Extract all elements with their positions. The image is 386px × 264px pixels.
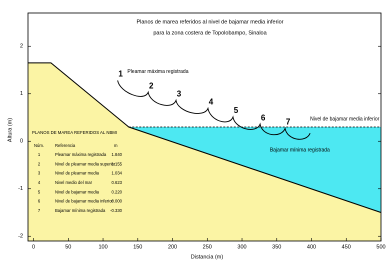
table-cell: Nivel de bajamar media inferior [55, 199, 114, 204]
arc-number: 6 [261, 113, 266, 122]
y-tick-label: 1 [20, 91, 23, 97]
arc-number: 7 [286, 118, 291, 127]
table-cell: Pleamar máxima registrada [55, 152, 107, 157]
table-header: Referencia [55, 143, 76, 148]
table-cell: Nivel medio del mar [55, 180, 93, 185]
table-title: PLANOS DE MAREA REFERIDOS AL NBMI [32, 130, 117, 135]
table-cell: 1.155 [112, 161, 123, 166]
y-tick-label: -1 [18, 186, 23, 192]
x-axis-label: Distancia (m) [191, 254, 224, 260]
x-tick-label: 400 [307, 244, 316, 250]
y-axis-label: Altura (m) [7, 118, 13, 142]
x-tick-label: 50 [65, 244, 71, 250]
table-cell: Bajamar mínima registrada [55, 208, 106, 213]
annotation: Pleamar máxima registrada [127, 69, 188, 75]
table-cell: 0.220 [112, 189, 123, 194]
arc-number: 1 [118, 70, 123, 79]
x-tick-label: 150 [133, 244, 142, 250]
table-cell: Nivel de pleamar media superior [55, 161, 116, 166]
x-tick-label: 500 [376, 244, 385, 250]
x-tick-label: 350 [272, 244, 281, 250]
arc-number: 5 [234, 106, 239, 115]
x-tick-label: 100 [98, 244, 107, 250]
y-tick-label: 0 [20, 139, 23, 145]
table-header: m [114, 143, 118, 148]
x-tick-label: 200 [168, 244, 177, 250]
chart-subtitle: para la zona costera de Topolobampo, Sin… [153, 30, 267, 36]
y-tick-label: -2 [18, 234, 23, 240]
x-tick-label: 450 [342, 244, 351, 250]
table-cell: 0.623 [112, 180, 123, 185]
annotation: Bajamar mínima registrada [270, 148, 330, 154]
chart-title: Planos de marea referidos al nivel de ba… [136, 19, 283, 25]
x-tick-label: 0 [32, 244, 35, 250]
table-cell: Nivel de bajamar media [55, 189, 100, 194]
table-cell: 1.840 [112, 152, 123, 157]
x-tick-label: 300 [237, 244, 246, 250]
table-header: Núm. [34, 143, 44, 148]
table-cell: 0.000 [112, 199, 123, 204]
table-cell: Nivel de pleamar media [55, 171, 100, 176]
chart: Planos de marea referidos al nivel de ba… [0, 0, 386, 264]
y-tick-label: 2 [20, 44, 23, 50]
annotation: Nivel de bajamar media inferior [310, 117, 380, 123]
arc-number: 3 [177, 90, 182, 99]
table-cell: -0.330 [110, 208, 123, 213]
arc-number: 2 [149, 81, 154, 90]
table-cell: 1.034 [112, 171, 123, 176]
arc-number: 4 [209, 98, 214, 107]
x-tick-label: 250 [203, 244, 212, 250]
